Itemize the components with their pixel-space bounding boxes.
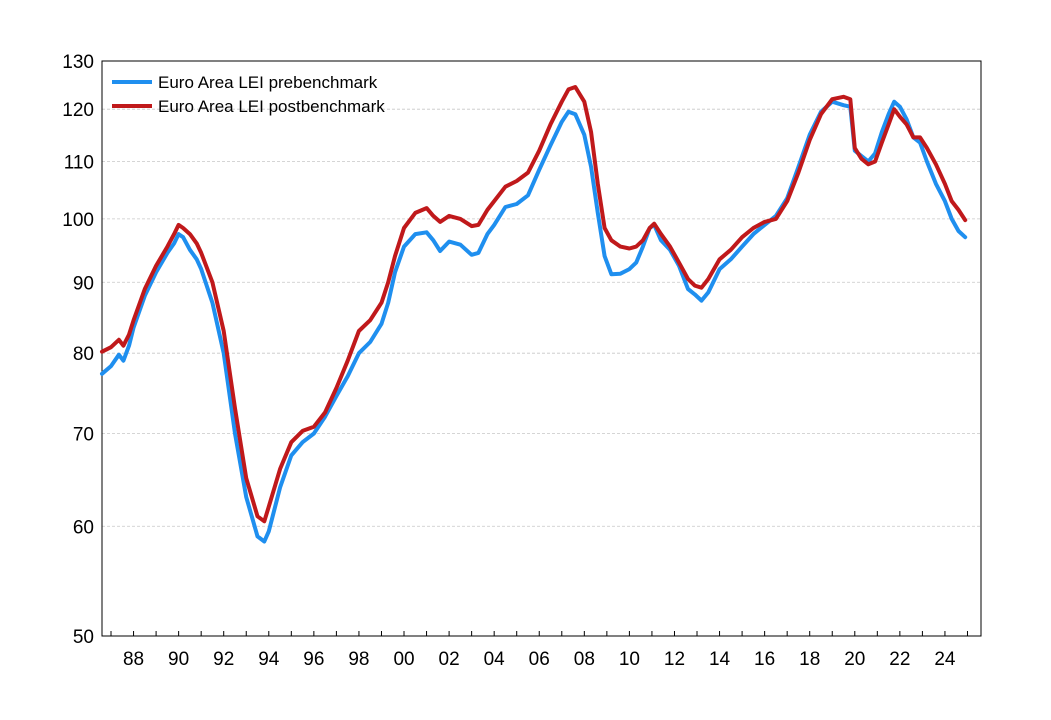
plot-area	[101, 60, 982, 637]
y-tick-label: 80	[73, 344, 94, 365]
y-tick-label: 90	[73, 273, 94, 294]
x-tick-label: 98	[348, 649, 369, 670]
series-layer	[100, 85, 968, 544]
x-tick-label: 88	[123, 649, 144, 670]
y-axis: 50 60 70 80 90 100 110 120 130	[62, 52, 94, 648]
x-tick-label: 14	[709, 649, 731, 670]
legend-label: Euro Area LEI prebenchmark	[158, 73, 378, 92]
x-tick-label: 20	[844, 649, 865, 670]
x-tick-label: 94	[258, 649, 280, 670]
x-tick-label: 04	[484, 649, 506, 670]
y-tick-label: 120	[62, 100, 94, 121]
x-tick-label: 18	[799, 649, 820, 670]
x-tick-label: 00	[393, 649, 414, 670]
x-tick-label: 90	[168, 649, 189, 670]
x-axis: 88 90 92 94 96 98 00 02 04 06 08 10 12 14 16 18 20 22 24	[110, 631, 968, 670]
x-tick-label: 24	[934, 649, 956, 670]
legend-label: Euro Area LEI postbenchmark	[158, 97, 385, 116]
x-tick-label: 92	[213, 649, 234, 670]
gridlines	[102, 108, 981, 527]
y-tick-label: 70	[73, 425, 94, 446]
x-tick-label: 12	[664, 649, 685, 670]
series-line-prebenchmark	[100, 99, 968, 544]
y-tick-label: 60	[73, 517, 94, 538]
x-tick-label: 06	[529, 649, 550, 670]
x-tick-label: 10	[619, 649, 640, 670]
y-tick-label: 50	[73, 627, 94, 648]
y-tick-label: 110	[64, 153, 94, 174]
x-tick-label: 02	[439, 649, 460, 670]
y-tick-label: 130	[62, 52, 94, 73]
x-tick-label: 08	[574, 649, 595, 670]
legend: Euro Area LEI prebenchmark Euro Area LEI …	[112, 73, 385, 116]
series-line-postbenchmark	[100, 85, 968, 524]
x-tick-label: 96	[303, 649, 324, 670]
y-tick-label: 100	[62, 210, 94, 231]
x-tick-label: 16	[754, 649, 775, 670]
x-tick-label: 22	[889, 649, 910, 670]
